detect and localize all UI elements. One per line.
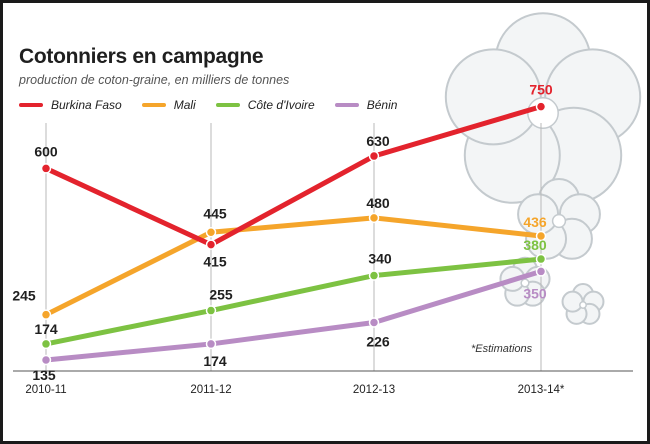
legend-label: Bénin [366, 98, 398, 112]
legend-swatch [215, 103, 240, 107]
series-lines [40, 101, 547, 366]
tiny-cotton-flower-icon [561, 283, 605, 325]
legend-swatch [141, 103, 166, 107]
data-label: 174 [203, 353, 227, 369]
data-point [205, 239, 217, 250]
legend-label: Côte d'Ivoire [247, 98, 315, 112]
data-label: 436 [523, 214, 547, 230]
cotton-center [579, 301, 587, 309]
data-label: 480 [366, 195, 390, 211]
x-tick-label: 2011-12 [190, 384, 231, 396]
chart-subtitle: production de coton-graine, en milliers … [19, 73, 290, 87]
legend-swatch [19, 103, 43, 107]
chart-canvas: 2010-11 2011-12 2012-13 2013-14* 600 415 630 7… [12, 12, 642, 396]
data-point [40, 354, 52, 366]
series-line-3 [43, 268, 544, 363]
estimation-note: *Estimations [471, 343, 533, 355]
legend-item-mali: Mali [141, 98, 196, 112]
data-point [535, 101, 547, 112]
medium-cotton-flower-icon [517, 178, 601, 260]
cotton-center [551, 213, 567, 229]
data-label: 245 [12, 288, 36, 304]
x-tick-label: 2012-13 [353, 384, 395, 396]
legend-swatch [334, 103, 359, 107]
data-point [40, 309, 52, 320]
legend: Burkina Faso Mali Côte d'Ivoire Bénin [19, 98, 397, 112]
data-label: 255 [209, 287, 233, 303]
data-point [205, 305, 217, 316]
x-tick-label: 2013-14* [518, 384, 565, 396]
chart-title: Cotonniers en campagne [19, 45, 264, 68]
data-label: 174 [34, 321, 58, 337]
data-label: 350 [523, 285, 547, 301]
legend-label: Burkina Faso [51, 98, 122, 112]
series-line-0 [43, 104, 544, 248]
cotton-flower-decoration [444, 12, 642, 325]
data-point [40, 163, 52, 174]
x-tick-labels: 2010-11 2011-12 2012-13 2013-14* [25, 384, 565, 396]
data-label: 135 [32, 367, 56, 383]
cotton-petal [561, 290, 584, 313]
cotton-center [520, 278, 530, 288]
data-point [368, 317, 380, 328]
data-label: 415 [203, 254, 227, 270]
series-line-1 [43, 215, 544, 318]
data-label: 226 [366, 334, 390, 350]
data-point [368, 270, 380, 281]
data-point [535, 266, 547, 277]
data-point [40, 338, 52, 350]
legend-item-burkina-faso: Burkina Faso [19, 98, 122, 112]
data-label: 340 [368, 251, 392, 267]
data-label: 380 [523, 237, 547, 253]
legend-item-cote-divoire: Côte d'Ivoire [215, 98, 315, 112]
small-cotton-flower-icon [499, 256, 551, 307]
data-point [535, 253, 547, 265]
data-label: 600 [34, 143, 58, 159]
cotton-petal [444, 48, 542, 146]
data-point [535, 230, 547, 242]
x-tick-label: 2010-11 [25, 384, 66, 396]
data-label: 750 [529, 82, 553, 98]
data-point [368, 150, 380, 162]
legend-label: Mali [173, 98, 196, 112]
data-point [368, 212, 380, 224]
data-labels: 600 415 630 750 245 445 480 436 174 255 340 380 135 1… [12, 82, 553, 383]
data-label: 445 [203, 205, 227, 221]
data-point [205, 227, 217, 238]
legend-item-benin: Bénin [334, 98, 398, 112]
series-line-2 [43, 256, 544, 347]
large-cotton-flower-icon [444, 12, 642, 204]
data-label: 630 [366, 133, 390, 149]
data-point [205, 338, 217, 350]
